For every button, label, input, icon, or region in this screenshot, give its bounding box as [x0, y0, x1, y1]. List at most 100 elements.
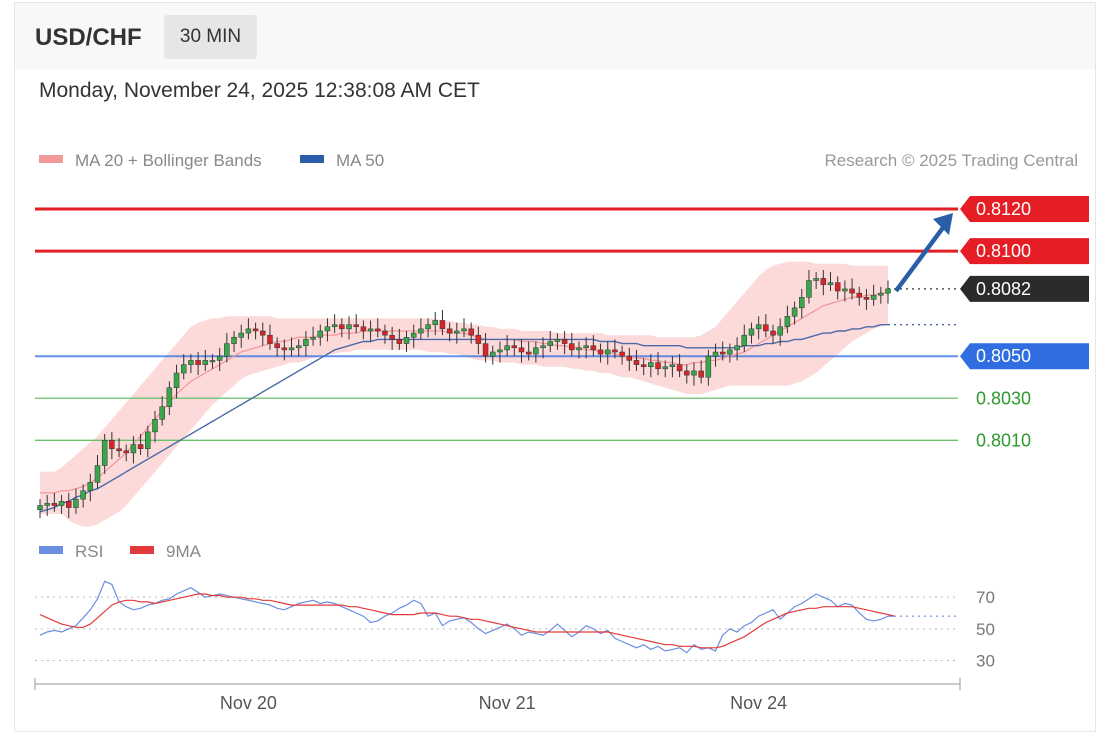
bollinger-band-layer — [40, 261, 888, 527]
target-arrow-shaft — [894, 223, 947, 293]
candle-body — [166, 387, 173, 407]
candle-body — [209, 360, 216, 363]
candle-body — [468, 328, 474, 336]
candle-body — [863, 297, 870, 300]
candlestick — [274, 337, 280, 357]
candlestick — [691, 362, 697, 386]
candlestick — [188, 354, 194, 374]
candle-body — [231, 337, 237, 344]
pivot-level-tag: 0.8050 — [976, 346, 1031, 366]
candlestick — [633, 349, 640, 371]
candlestick — [116, 438, 122, 458]
candle-body — [353, 324, 359, 328]
candlestick — [842, 280, 848, 302]
candlestick — [267, 324, 273, 350]
candle-body — [202, 360, 209, 365]
candle-body — [576, 347, 582, 351]
candle-body — [885, 288, 891, 294]
candlestick — [533, 341, 539, 363]
candlestick — [331, 314, 338, 334]
candlestick — [396, 328, 403, 350]
candlestick — [863, 288, 870, 310]
resistance-level-tag: 0.8100 — [976, 241, 1031, 261]
candle-body — [820, 278, 827, 285]
candle-body — [425, 324, 431, 330]
candlestick — [791, 301, 798, 325]
resistance-level-tag-shape — [960, 238, 1089, 265]
candlestick — [425, 318, 431, 338]
candle-body — [489, 351, 496, 357]
candlestick — [382, 324, 388, 344]
candle-body — [446, 328, 453, 334]
candlestick — [389, 326, 395, 350]
candlestick — [712, 343, 719, 367]
candle-body — [123, 450, 129, 454]
candlestick — [73, 488, 79, 514]
candlestick — [777, 318, 783, 346]
symbol-title: USD/CHF — [35, 24, 142, 51]
candle-body — [295, 345, 302, 349]
candlestick — [612, 339, 618, 359]
candlestick — [619, 345, 625, 365]
candlestick — [626, 347, 633, 371]
candlestick — [224, 333, 230, 363]
chart-header: USD/CHF 30 MIN — [15, 3, 1095, 69]
resistance-level-tag-group: 0.8120 — [960, 196, 1089, 223]
candle-body — [375, 328, 381, 332]
candle-body — [525, 351, 532, 355]
time-axis: Nov 20 Nov 21 Nov 24 — [34, 678, 961, 713]
copyright-credit: Research © 2025 Trading Central — [825, 151, 1079, 170]
candle-body — [691, 370, 697, 376]
candlestick — [310, 326, 316, 346]
candle-body — [418, 328, 424, 334]
candle-body — [597, 349, 604, 355]
candlestick — [317, 324, 324, 346]
candlestick — [870, 284, 877, 306]
candlestick — [820, 270, 827, 296]
candle-body — [763, 324, 769, 332]
resistance-level-tag-group: 0.8100 — [960, 238, 1089, 265]
x-tick-label: Nov 21 — [479, 693, 536, 713]
ma20-legend-swatch — [39, 155, 63, 163]
candlestick — [834, 276, 841, 300]
candle-body — [382, 330, 388, 336]
candlestick — [252, 322, 259, 340]
rsi-legend-label: RSI — [75, 542, 103, 561]
candlestick — [173, 364, 180, 399]
candle-body — [130, 444, 137, 454]
candlestick — [727, 343, 733, 363]
candle-body — [439, 320, 446, 330]
candle-body — [856, 292, 863, 298]
candlestick — [324, 318, 331, 342]
candlestick — [216, 347, 223, 371]
timeframe-selector[interactable]: 30 MIN — [164, 15, 257, 59]
ma20-legend-label: MA 20 + Bollinger Bands — [75, 151, 262, 170]
candle-body — [791, 307, 798, 317]
candle-body — [288, 347, 295, 351]
candlestick — [640, 358, 647, 376]
candlestick — [166, 381, 173, 416]
candle-body — [748, 328, 755, 336]
current-price-tag-shape — [960, 275, 1089, 302]
candle-body — [475, 334, 482, 344]
candle-body — [37, 505, 43, 510]
candle-body — [80, 490, 86, 500]
candlestick — [353, 314, 359, 334]
candle-body — [324, 326, 331, 332]
candle-body — [619, 351, 625, 357]
candlestick — [180, 354, 187, 380]
candle-body — [51, 503, 58, 506]
candlestick — [109, 431, 115, 460]
candlestick — [418, 318, 424, 340]
candle-body — [518, 347, 525, 353]
candlestick — [547, 330, 553, 352]
rsi-tick-label: 30 — [976, 652, 995, 671]
candle-body — [648, 362, 654, 367]
candle-body — [705, 355, 712, 378]
main-legend: MA 20 + Bollinger Bands MA 50 — [39, 151, 384, 170]
candlestick — [856, 286, 863, 306]
candlestick — [260, 322, 266, 346]
candlestick — [705, 349, 712, 386]
candlestick — [763, 314, 769, 338]
candlestick — [849, 278, 855, 300]
